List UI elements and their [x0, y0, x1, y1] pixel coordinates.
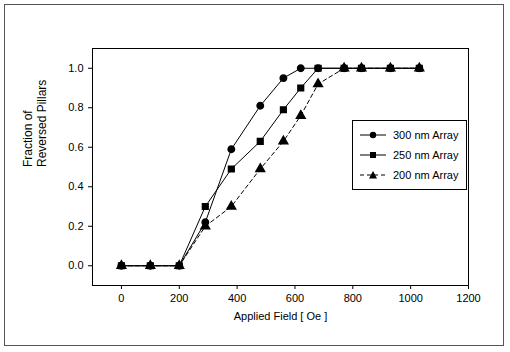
svg-text:0.4: 0.4	[68, 180, 83, 192]
svg-text:0.6: 0.6	[68, 141, 83, 153]
svg-text:Applied Field [ Oe ]: Applied Field [ Oe ]	[234, 310, 328, 322]
svg-text:0.8: 0.8	[68, 101, 83, 113]
html-text:200 nm Array: 200 nm Array	[393, 169, 459, 181]
svg-text:1200: 1200	[456, 292, 480, 304]
svg-text:200: 200	[170, 292, 188, 304]
svg-text:400: 400	[228, 292, 246, 304]
svg-text:600: 600	[286, 292, 304, 304]
svg-text:0.2: 0.2	[68, 220, 83, 232]
svg-text:1000: 1000	[398, 292, 422, 304]
svg-text:1.0: 1.0	[68, 62, 83, 74]
svg-text:Fraction ofReversed Pillars: Fraction ofReversed Pillars	[21, 80, 49, 167]
svg-text:800: 800	[344, 292, 362, 304]
svg-text:0: 0	[118, 292, 124, 304]
html-text:300 nm Array: 300 nm Array	[393, 129, 459, 141]
svg-text:0.0: 0.0	[68, 259, 83, 271]
html-text:250 nm Array: 250 nm Array	[393, 149, 459, 161]
